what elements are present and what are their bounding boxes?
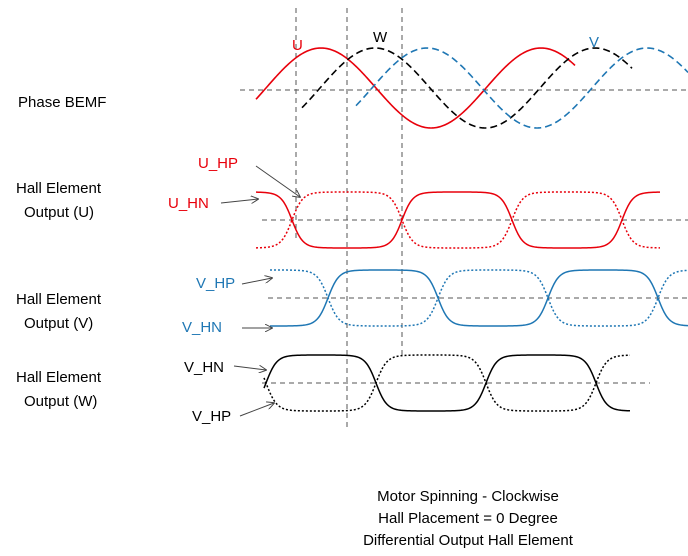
caption-line-1: Motor Spinning - Clockwise	[377, 488, 559, 505]
hall-u-hp-trace	[255, 191, 661, 249]
bemf-v-label: V	[589, 34, 599, 51]
hall-w-hp-arrow	[239, 403, 274, 417]
bemf-w-wave	[301, 47, 633, 129]
bemf-u-label: U	[292, 37, 303, 54]
hall-w-hn-trace	[263, 354, 631, 412]
hall-v-hp-trace	[270, 269, 688, 327]
bemf-w-label: W	[373, 29, 388, 46]
bemf-u-wave	[255, 47, 576, 129]
hall-v-label-line1: Hall Element	[16, 291, 102, 308]
hall-w-hp-label: V_HP	[192, 408, 231, 425]
hall-u-hp-arrow	[255, 165, 300, 197]
caption-line-3: Differential Output Hall Element	[363, 532, 574, 549]
hall-w-hn-arrow	[233, 366, 266, 370]
hall-v-label-line2: Output (V)	[24, 315, 93, 332]
hall-w-label-line2: Output (W)	[24, 393, 97, 410]
hall-v-hn-label: V_HN	[182, 319, 222, 336]
hall-w-hn-label: V_HN	[184, 359, 224, 376]
hall-u-hn-arrow	[220, 199, 258, 203]
hall-u-hn-label: U_HN	[168, 195, 209, 212]
phase-bemf-label: Phase BEMF	[18, 94, 106, 111]
hall-u-label-line2: Output (U)	[24, 204, 94, 221]
bemf-v-wave	[355, 47, 688, 129]
hall-v-hp-label: V_HP	[196, 275, 235, 292]
hall-u-hn-trace	[255, 191, 661, 249]
hall-w-label-line1: Hall Element	[16, 369, 102, 386]
caption-line-2: Hall Placement = 0 Degree	[378, 510, 558, 527]
hall-v-hp-arrow	[241, 278, 272, 285]
hall-u-hp-label: U_HP	[198, 155, 238, 172]
hall-w-hp-trace	[263, 354, 631, 412]
hall-v-hn-trace	[270, 269, 688, 327]
hall-u-label-line1: Hall Element	[16, 180, 102, 197]
